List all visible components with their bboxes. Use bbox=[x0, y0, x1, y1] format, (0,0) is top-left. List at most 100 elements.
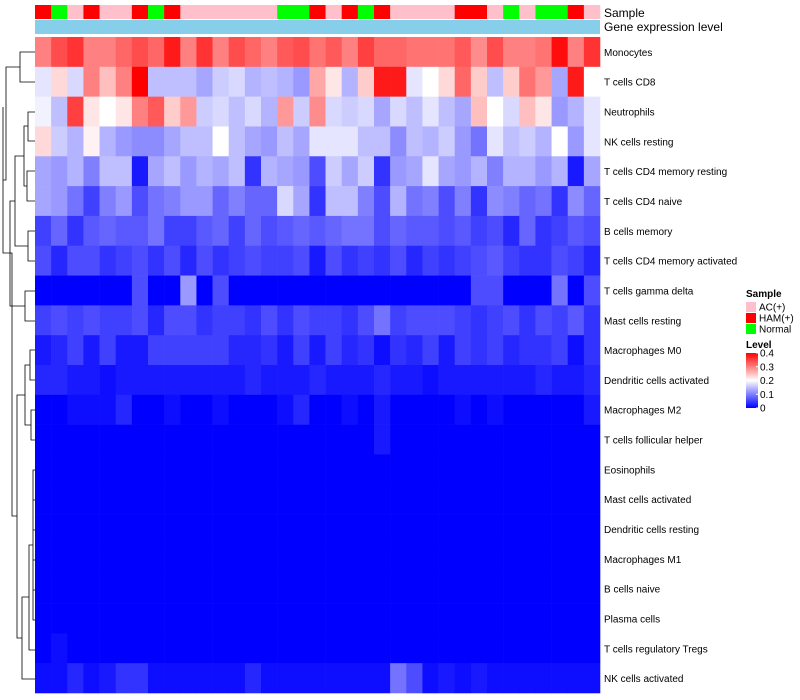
heatmap-cell bbox=[148, 305, 165, 336]
heatmap-cell bbox=[51, 275, 68, 306]
heatmap-cell bbox=[551, 633, 569, 664]
heatmap-cell bbox=[309, 96, 326, 127]
heatmap-cell bbox=[341, 37, 359, 68]
heatmap-cell bbox=[293, 633, 310, 664]
sample-legend-entries: AC(+)HAM(+)Normal bbox=[746, 302, 794, 336]
heatmap-cell bbox=[422, 394, 439, 425]
heatmap-cell bbox=[35, 424, 52, 455]
heatmap-cell bbox=[325, 156, 343, 187]
heatmap-cell bbox=[583, 245, 601, 276]
heatmap-cell bbox=[99, 275, 117, 306]
heatmap-cell bbox=[567, 126, 585, 157]
heatmap-cell bbox=[99, 394, 117, 425]
heatmap-cell bbox=[261, 275, 278, 306]
heatmap-cell bbox=[131, 663, 149, 694]
heatmap-cell bbox=[406, 305, 423, 336]
heatmap-cell bbox=[567, 96, 585, 127]
heatmap-cell bbox=[212, 126, 230, 157]
heatmap-cell bbox=[35, 514, 52, 545]
heatmap-cell bbox=[115, 66, 133, 97]
heatmap-cell bbox=[244, 573, 262, 604]
heatmap-cell bbox=[180, 484, 197, 515]
heatmap-cell bbox=[67, 305, 84, 336]
heatmap-cell bbox=[357, 66, 375, 97]
sample-annotation-cell bbox=[390, 5, 407, 19]
dendrogram-branch bbox=[27, 230, 35, 262]
heatmap-cell bbox=[164, 454, 181, 485]
heatmap-cell bbox=[148, 543, 165, 575]
heatmap-cell bbox=[374, 514, 391, 545]
heatmap-cell bbox=[390, 514, 407, 545]
heatmap-cell bbox=[148, 96, 165, 127]
heatmap-cell bbox=[293, 245, 310, 276]
heatmap-cell bbox=[454, 37, 472, 68]
heatmap-cell bbox=[454, 484, 472, 515]
heatmap-cell bbox=[148, 156, 165, 187]
heatmap-cell bbox=[261, 514, 278, 545]
heatmap-cell bbox=[519, 215, 536, 247]
heatmap-cell bbox=[164, 633, 181, 664]
heatmap-cell bbox=[293, 186, 310, 217]
level-legend-ticks: 0.4 0.3 0.2 0.1 0 bbox=[756, 349, 774, 415]
heatmap-cell bbox=[212, 573, 230, 604]
heatmap-cell bbox=[454, 305, 472, 336]
heatmap-cell bbox=[357, 514, 375, 545]
heatmap-cell bbox=[99, 573, 117, 604]
heatmap-cell bbox=[374, 663, 391, 694]
heatmap-cell bbox=[148, 454, 165, 485]
heatmap-cell bbox=[357, 543, 375, 575]
heatmap-cell bbox=[148, 126, 165, 157]
heatmap-cell bbox=[406, 275, 423, 306]
heatmap-cell bbox=[180, 603, 197, 634]
heatmap-cell bbox=[277, 156, 294, 187]
heatmap-cell bbox=[390, 126, 407, 157]
heatmap-cell bbox=[470, 454, 488, 485]
heatmap-cell bbox=[487, 663, 504, 694]
heatmap-cell bbox=[567, 573, 585, 604]
heatmap-cell bbox=[567, 424, 585, 455]
heatmap-cell bbox=[341, 186, 359, 217]
heatmap-cell bbox=[583, 573, 601, 604]
sample-annotation-cell bbox=[438, 5, 456, 19]
sample-annotation-cell bbox=[357, 5, 375, 19]
heatmap-cell bbox=[293, 66, 310, 97]
heatmap-cell bbox=[438, 365, 456, 396]
heatmap-cell bbox=[519, 514, 536, 545]
heatmap-cell bbox=[83, 603, 100, 634]
heatmap-cell bbox=[503, 514, 520, 545]
heatmap-cell bbox=[261, 424, 278, 455]
heatmap-cell bbox=[244, 394, 262, 425]
heatmap-cell bbox=[164, 186, 181, 217]
sample-annotation-cell bbox=[277, 5, 294, 19]
heatmap-cell bbox=[341, 245, 359, 276]
heatmap-cell bbox=[422, 663, 439, 694]
heatmap-cell bbox=[438, 394, 456, 425]
heatmap-cell bbox=[244, 305, 262, 336]
heatmap-cell bbox=[551, 543, 569, 575]
sample-annotation-cell bbox=[51, 5, 68, 19]
heatmap-cell bbox=[244, 37, 262, 68]
sample-annotation-cell bbox=[35, 5, 52, 19]
heatmap-cell bbox=[487, 573, 504, 604]
heatmap-cell bbox=[293, 335, 310, 366]
heatmap-cell bbox=[261, 484, 278, 515]
heatmap-cell bbox=[519, 275, 536, 306]
heatmap-cell bbox=[454, 424, 472, 455]
heatmap-cell bbox=[67, 96, 84, 127]
heatmap-cell bbox=[261, 66, 278, 97]
heatmap-cell bbox=[519, 484, 536, 515]
heatmap-cell bbox=[261, 37, 278, 68]
sample-annotation-cell bbox=[99, 5, 117, 19]
heatmap-cell bbox=[309, 514, 326, 545]
heatmap-cell bbox=[470, 484, 488, 515]
heatmap-cell bbox=[228, 484, 246, 515]
row-label: Neutrophils bbox=[604, 108, 655, 119]
dendrogram-branch bbox=[29, 349, 35, 381]
heatmap-cell bbox=[390, 454, 407, 485]
heatmap-cell bbox=[357, 424, 375, 455]
heatmap-cell bbox=[341, 603, 359, 634]
dendrogram-branch bbox=[27, 111, 35, 142]
heatmap-cell bbox=[83, 424, 100, 455]
heatmap-cell bbox=[196, 186, 213, 217]
heatmap-cell bbox=[277, 275, 294, 306]
